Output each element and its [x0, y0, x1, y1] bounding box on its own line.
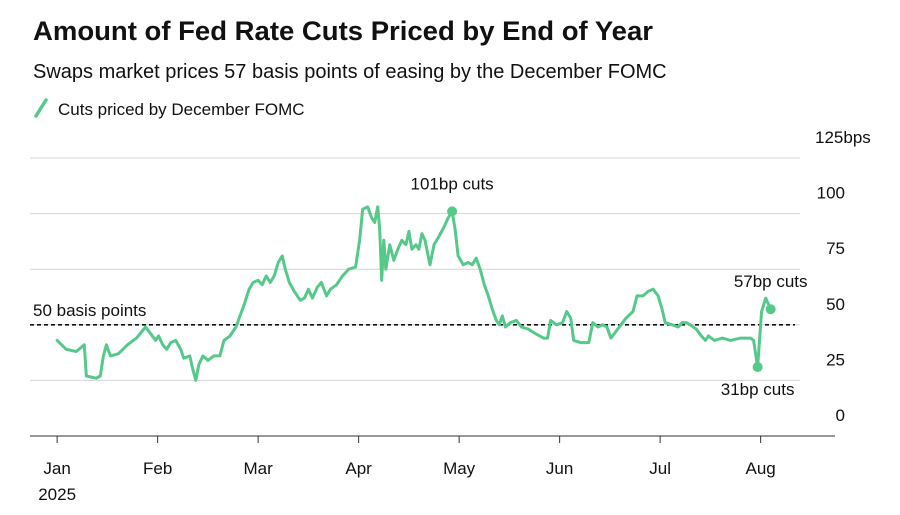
- x-tick-label: Apr: [345, 459, 372, 478]
- y-tick-label: 25: [826, 350, 845, 369]
- legend-icon: [34, 98, 48, 118]
- x-tick-label: Jun: [546, 459, 573, 478]
- data-line: [55, 205, 773, 382]
- annotation-dot: [752, 362, 763, 373]
- annotation-dot: [447, 206, 458, 217]
- chart-title: Amount of Fed Rate Cuts Priced by End of…: [33, 16, 653, 46]
- x-year-label: 2025: [38, 485, 76, 504]
- chart-subtitle: Swaps market prices 57 basis points of e…: [33, 61, 667, 83]
- reference-label: 50 basis points: [33, 301, 146, 320]
- x-tick-label: Feb: [143, 459, 172, 478]
- annotation-label: 31bp cuts: [721, 380, 795, 399]
- annotation-label: 101bp cuts: [411, 174, 494, 193]
- y-tick-label: 125bps: [815, 128, 871, 147]
- legend-label: Cuts priced by December FOMC: [58, 100, 305, 119]
- y-tick-label: 100: [817, 184, 845, 203]
- x-tick-label: Jul: [649, 459, 671, 478]
- x-tick-label: Mar: [243, 459, 273, 478]
- annotation-label: 57bp cuts: [734, 272, 808, 291]
- y-tick-label: 0: [836, 406, 845, 425]
- x-tick-label: May: [443, 459, 476, 478]
- annotation-dot: [765, 304, 776, 315]
- y-tick-label: 75: [826, 239, 845, 258]
- x-tick-label: Aug: [746, 459, 776, 478]
- y-tick-label: 50: [826, 295, 845, 314]
- x-tick-label: Jan: [43, 459, 70, 478]
